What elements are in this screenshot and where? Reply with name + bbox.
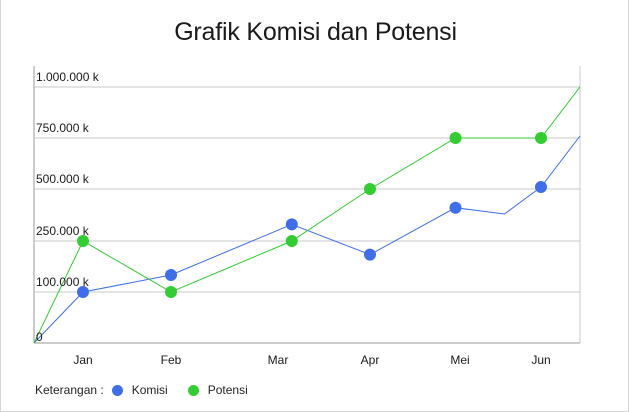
y-tick-label: 0 xyxy=(36,330,43,344)
legend-dot-potensi xyxy=(187,384,199,396)
data-point-komisi xyxy=(364,248,376,261)
data-point-potensi xyxy=(535,132,547,144)
y-tick-label: 1.000.000 k xyxy=(36,70,100,84)
legend: Keterangan : Komisi Potensi xyxy=(35,383,268,397)
y-tick-label: 750.000 k xyxy=(36,121,90,135)
legend-dot-komisi xyxy=(111,384,123,396)
data-point-potensi xyxy=(364,183,376,195)
x-tick-label: Jan xyxy=(73,353,92,367)
y-tick-label: 250.000 k xyxy=(36,224,90,238)
data-point-komisi xyxy=(535,180,547,193)
series-layer xyxy=(33,86,581,344)
y-tick-label: 500.000 k xyxy=(36,172,90,186)
legend-text-potensi: Potensi xyxy=(207,383,248,397)
legend-label: Keterangan : xyxy=(35,383,104,397)
data-point-potensi xyxy=(285,235,298,247)
data-point-komisi xyxy=(165,269,177,281)
legend-item-potensi[interactable]: Potensi xyxy=(187,383,248,397)
data-point-komisi xyxy=(285,218,298,231)
series-line-potensi xyxy=(33,86,581,344)
series-line-komisi xyxy=(33,135,581,344)
data-point-komisi xyxy=(77,286,89,298)
data-point-potensi xyxy=(449,132,462,144)
x-tick-label: Jun xyxy=(531,353,550,367)
legend-item-komisi[interactable]: Komisi xyxy=(111,383,168,397)
y-tick-label: 100.000 k xyxy=(36,275,90,289)
x-tick-label: Apr xyxy=(361,353,380,367)
x-tick-labels: Jan Feb Mar Apr Mei Jun xyxy=(73,353,550,367)
legend-text-komisi: Komisi xyxy=(131,383,168,397)
data-point-komisi xyxy=(449,201,462,214)
y-tick-labels: 0 100.000 k 250.000 k 500.000 k 750.000 k 1.0… xyxy=(36,70,100,344)
data-point-potensi xyxy=(77,235,89,247)
x-tick-label: Mei xyxy=(450,353,469,367)
x-tick-label: Mar xyxy=(268,353,289,367)
chart-title: Grafik Komisi dan Potensi xyxy=(174,18,457,46)
grid-layer xyxy=(33,66,581,344)
data-point-potensi xyxy=(165,286,177,298)
x-tick-label: Feb xyxy=(161,353,182,367)
